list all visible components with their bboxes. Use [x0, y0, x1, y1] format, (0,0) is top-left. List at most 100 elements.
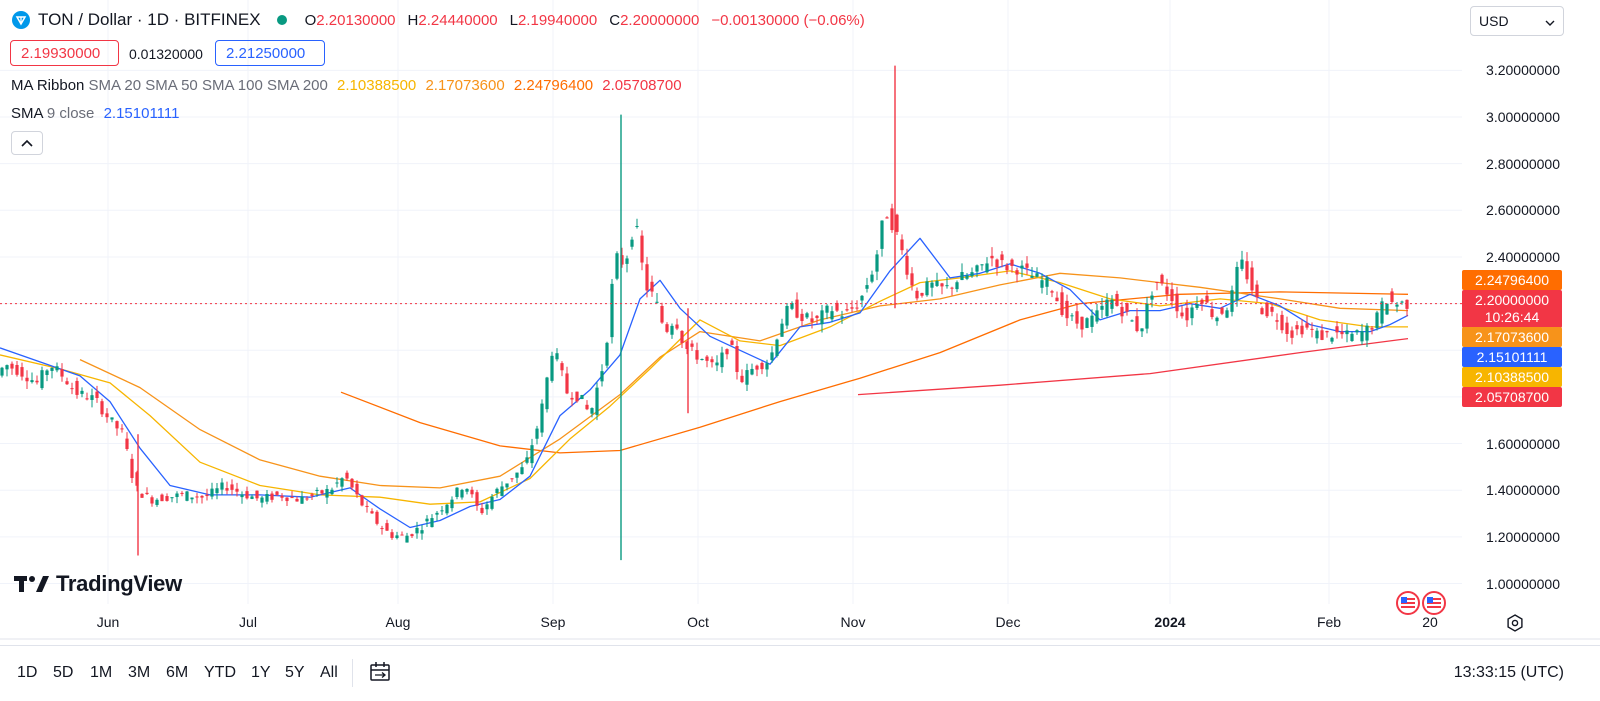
candle-body [695, 350, 699, 360]
sma-legend[interactable]: SMA 9 close 2.15101111 [11, 105, 179, 122]
candle-body [100, 401, 104, 415]
time-label: Dec [995, 614, 1021, 630]
candle-body [1265, 302, 1269, 317]
range-3m-button[interactable]: 3M [128, 664, 151, 681]
candle-body [230, 484, 234, 490]
candle-body [910, 273, 914, 286]
time-label: Nov [840, 614, 866, 630]
utc-clock[interactable]: 13:33:15 (UTC) [1453, 664, 1564, 681]
candle-body [580, 395, 584, 399]
ma-ribbon-params: SMA 20 SMA 50 SMA 100 SMA 200 [88, 77, 328, 94]
candle-body [460, 489, 464, 498]
range-6m-button[interactable]: 6M [166, 664, 189, 681]
candle-body [1345, 330, 1349, 335]
candle-body [555, 353, 559, 360]
range-5d-button[interactable]: 5D [53, 664, 74, 681]
candle-body [1290, 330, 1294, 338]
candle-body [155, 499, 159, 505]
ma-ribbon-legend[interactable]: MA Ribbon SMA 20 SMA 50 SMA 100 SMA 200 … [11, 77, 682, 94]
candle-body [65, 381, 69, 385]
candle-body [90, 395, 94, 400]
candle-body [280, 495, 284, 498]
candle-body [760, 362, 764, 370]
symbol-title[interactable]: TON / Dollar · 1D · BITFINEX [38, 10, 261, 29]
range-1d-button[interactable]: 1D [17, 664, 38, 681]
candle-body [860, 295, 864, 301]
tradingview-logo[interactable]: TradingView [14, 571, 182, 597]
candle-body [225, 488, 229, 491]
price-axis-label: 3.00000000 [1486, 109, 1560, 125]
candle-body [735, 346, 739, 373]
candle-body [530, 445, 534, 464]
candle-body [525, 457, 529, 463]
candle-body [180, 492, 184, 494]
range-5y-button[interactable]: 5Y [285, 664, 305, 681]
bottom-toolbar: 1D 5D 1M 3M 6M YTD 1Y 5Y All 13:33:15 (U… [0, 645, 1600, 701]
candle-body [235, 488, 239, 492]
candle-body [550, 355, 554, 381]
candle-body [300, 496, 304, 504]
candle-body [145, 492, 149, 495]
candle-body [770, 352, 774, 361]
candle-body [890, 208, 894, 231]
candle-body [260, 497, 264, 503]
price-axis-label: 1.60000000 [1486, 435, 1560, 452]
candle-body [1280, 314, 1284, 331]
candle-body [275, 491, 279, 495]
collapse-legend-button[interactable] [11, 131, 43, 155]
candle-body [135, 472, 139, 486]
range-1m-button[interactable]: 1M [90, 664, 113, 681]
candle-body [420, 530, 424, 534]
calendar-range-icon[interactable] [368, 660, 392, 689]
candle-body [1150, 295, 1154, 300]
candle-body [1275, 320, 1279, 322]
candle-body [285, 497, 289, 502]
candle-body [1270, 306, 1274, 312]
candle-body [1400, 301, 1404, 303]
candle-body [430, 518, 434, 528]
candle-body [1035, 273, 1039, 277]
us-flag-event-icon[interactable] [1396, 591, 1420, 615]
candle-body [1210, 309, 1214, 317]
price-chart[interactable] [0, 0, 1600, 645]
candle-body [930, 282, 934, 288]
candle-body [1375, 312, 1379, 329]
candle-body [140, 493, 144, 498]
candle-body [1350, 333, 1354, 341]
time-label: Sep [540, 614, 566, 630]
us-flag-event-icon[interactable] [1422, 591, 1446, 615]
ma100-price-tag: 2.24796400 [1462, 270, 1562, 290]
candle-body [290, 497, 294, 499]
ma20-value: 2.10388500 [337, 77, 417, 94]
bar-countdown: 10:26:44 [1484, 309, 1540, 325]
range-1y-button[interactable]: 1Y [251, 664, 271, 681]
candle-body [335, 482, 339, 484]
candle-body [750, 368, 754, 375]
low-value: 2.19940000 [517, 11, 598, 29]
candle-body [780, 323, 784, 337]
range-ytd-button[interactable]: YTD [204, 664, 236, 681]
candle-body [585, 404, 589, 410]
candle-body [1005, 265, 1009, 271]
high-value: 2.24440000 [418, 11, 498, 29]
candle-body [1135, 316, 1139, 332]
currency-select[interactable]: USD [1470, 6, 1564, 36]
candle-body [740, 375, 744, 383]
currency-value: USD [1479, 13, 1509, 29]
chart-header: TON / Dollar · 1D · BITFINEX O2.20130000… [0, 0, 865, 40]
candle-body [320, 490, 324, 494]
candle-body [345, 472, 349, 479]
candle-body [1160, 274, 1164, 284]
candle-body [680, 330, 684, 344]
candle-body [1070, 315, 1074, 317]
range-all-button[interactable]: All [320, 664, 338, 681]
candle-body [500, 486, 504, 496]
chevron-down-icon [1545, 13, 1555, 29]
candle-body [840, 316, 844, 318]
candle-body [25, 377, 29, 382]
last-price-value: 2.20000000 [1475, 292, 1549, 308]
sell-button[interactable]: 2.19930000 [10, 40, 119, 66]
candle-body [670, 325, 674, 335]
chart-settings-icon[interactable] [1506, 614, 1524, 637]
buy-button[interactable]: 2.21250000 [215, 40, 325, 66]
